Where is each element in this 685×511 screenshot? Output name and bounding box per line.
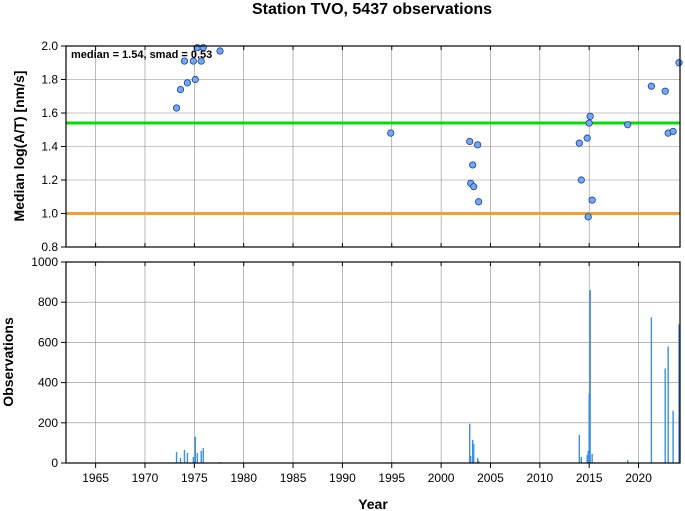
bottom-panel-grid [66, 261, 680, 464]
top-y-tick-label: 1.0 [41, 207, 58, 221]
observation-bar [580, 456, 582, 463]
scatter-points [172, 44, 683, 221]
observation-bar [477, 460, 480, 463]
bottom-y-tick-label: 1000 [31, 255, 58, 269]
scatter-point [176, 85, 185, 94]
scatter-point [470, 183, 478, 191]
scatter-point [584, 213, 592, 221]
x-tick-label: 1970 [132, 471, 159, 485]
scatter-point [191, 75, 199, 84]
scatter-point [216, 47, 224, 55]
scatter-point [189, 57, 197, 65]
observation-bar [591, 453, 593, 463]
observation-bar [578, 434, 581, 463]
x-tick-label: 1990 [329, 471, 356, 485]
x-tick-label: 1975 [181, 471, 208, 485]
scatter-point [172, 104, 181, 112]
scatter-point [475, 198, 483, 206]
observation-bar [472, 439, 474, 463]
observation-bar [196, 452, 198, 463]
scatter-point [197, 57, 205, 65]
bottom-panel-frame [65, 261, 681, 464]
x-axis-label: Year [358, 496, 388, 511]
observation-bar [179, 457, 182, 463]
scatter-point [588, 196, 596, 204]
x-tick-label: 2010 [526, 471, 553, 485]
top-y-tick-label: 1.8 [41, 73, 58, 87]
bottom-y-tick-label: 400 [38, 376, 58, 390]
observation-bar [472, 443, 475, 463]
bottom-y-tick-label: 600 [38, 335, 58, 349]
x-tick-label: 1985 [280, 471, 307, 485]
scatter-point [469, 161, 477, 169]
observation-bar [587, 450, 589, 463]
top-y-tick-label: 2.0 [41, 39, 58, 53]
observation-bar [186, 452, 189, 463]
scatter-point [585, 119, 593, 127]
observation-bar [194, 436, 197, 463]
x-tick-label: 2000 [428, 471, 455, 485]
scatter-point [647, 82, 655, 90]
x-tick-label: 2005 [477, 471, 504, 485]
observation-bar [175, 451, 178, 463]
stats-annotation: median = 1.54, smad = 0.53 [71, 49, 212, 61]
scatter-point [669, 127, 677, 136]
x-tick-label: 1995 [378, 471, 405, 485]
scatter-point [575, 139, 583, 147]
scatter-point [624, 121, 632, 129]
top-y-axis-label: Median log(A/T) [nm/s] [11, 71, 27, 222]
top-y-tick-label: 1.2 [41, 173, 58, 187]
bottom-y-tick-label: 200 [38, 416, 58, 430]
top-y-tick-label: 1.6 [41, 106, 58, 120]
top-y-tick-label: 1.4 [41, 140, 58, 154]
reference-lines [66, 121, 680, 215]
observation-bar [470, 455, 472, 463]
x-tick-label: 2015 [576, 471, 603, 485]
observation-bar [664, 368, 666, 463]
observation-bar [586, 454, 588, 463]
scatter-point [183, 79, 192, 87]
bottom-y-tick-label: 0 [51, 456, 58, 470]
observation-bar [202, 447, 204, 463]
observation-bar [650, 317, 653, 463]
scatter-point [466, 137, 474, 146]
x-tick-label: 1965 [82, 471, 109, 485]
observation-bar [476, 457, 479, 463]
top-y-ticks: 0.8 1.0 1.2 1.4 1.6 1.8 2.0 [41, 39, 66, 254]
bottom-y-tick-label: 800 [38, 295, 58, 309]
observation-bar [200, 450, 202, 463]
top-y-tick-label: 0.8 [41, 240, 58, 254]
x-tick-label: 1980 [230, 471, 257, 485]
scatter-point [586, 112, 594, 120]
x-axis-ticks: 1965 1970 1975 1980 1985 1990 1995 2000 2005 2010… [82, 46, 652, 485]
scatter-point [675, 59, 683, 67]
observation-bar [678, 324, 680, 463]
x-tick-label: 2020 [625, 471, 652, 485]
observation-bars [175, 290, 680, 463]
observation-bar [183, 449, 186, 463]
observation-bar [672, 410, 674, 463]
scatter-point [583, 134, 591, 142]
observation-bar [588, 393, 590, 463]
observation-bar [626, 459, 629, 463]
bottom-y-axis-label: Observations [0, 317, 16, 407]
scatter-point [180, 57, 189, 65]
observation-bar [469, 423, 471, 463]
observation-bar [667, 346, 669, 463]
scatter-point [661, 87, 669, 95]
scatter-point [387, 129, 395, 137]
observation-bar [589, 290, 591, 463]
chart-title: Station TVO, 5437 observations [252, 1, 492, 18]
bottom-y-ticks: 0 200 400 600 800 1000 [31, 255, 66, 470]
observation-bar [192, 456, 195, 463]
scatter-point [474, 141, 482, 149]
scatter-point [577, 176, 585, 184]
